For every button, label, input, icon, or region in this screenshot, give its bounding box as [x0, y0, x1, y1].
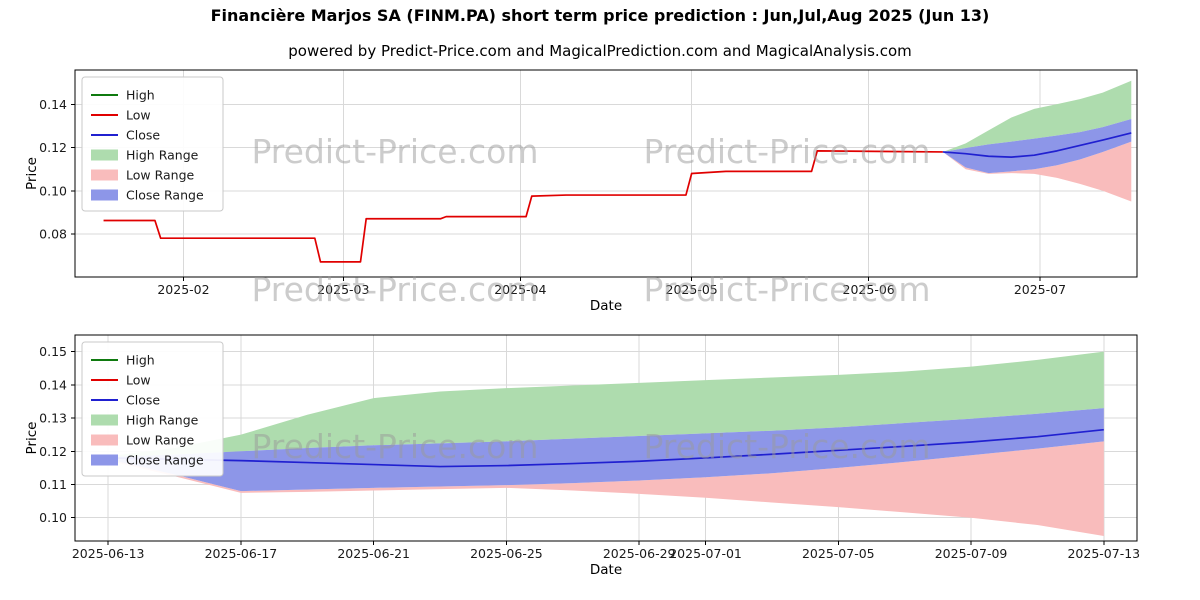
- watermark-text: Predict-Price.com: [251, 132, 538, 171]
- low-range-legend-swatch: [91, 169, 118, 181]
- prediction-zoom-chart: 2025-06-13 2025-06-17 2025-06-21 2025-06-25…: [24, 334, 1140, 578]
- x-tick-label: 2025-07-05: [802, 546, 875, 561]
- watermark-text: Predict-Price.com: [643, 132, 930, 171]
- x-tick-label: 2025-03: [317, 282, 369, 297]
- legend-label-low-range: Low Range: [126, 168, 195, 183]
- close-range-legend-swatch: [91, 454, 118, 466]
- y-axis-label: Price: [24, 157, 40, 190]
- low-line: [103, 150, 943, 263]
- plot-border: [74, 69, 1138, 278]
- close-range-band: [108, 408, 1104, 492]
- y-tick-label: 0.10: [39, 183, 67, 198]
- x-tick-label: 2025-06-25: [470, 546, 543, 561]
- x-tick-label: 2025-07-01: [669, 546, 742, 561]
- close-line: [108, 428, 1104, 468]
- legend-label-low: Low: [126, 373, 151, 388]
- watermark-text: Predict-Price.com: [643, 270, 930, 309]
- plot-border: [74, 334, 1138, 542]
- legend-label-high-range: High Range: [126, 148, 199, 163]
- watermark-text: Predict-Price.com: [251, 270, 538, 309]
- legend-label-close-range: Close Range: [126, 188, 204, 203]
- legend-label-low-range: Low Range: [126, 433, 195, 448]
- page-subtitle: powered by Predict-Price.com and Magical…: [288, 42, 912, 60]
- low-range-band: [108, 441, 1104, 537]
- watermark-text: Predict-Price.com: [251, 427, 538, 466]
- y-tick-label: 0.08: [39, 226, 67, 241]
- low-range-band: [942, 141, 1132, 202]
- x-tick-label: 2025-06: [843, 282, 895, 297]
- x-tick-label: 2025-07-13: [1067, 546, 1140, 561]
- x-tick-label: 2025-02: [157, 282, 209, 297]
- legend-label-high: High: [126, 88, 155, 103]
- y-tick-label: 0.15: [39, 344, 67, 359]
- x-tick-label: 2025-06-13: [72, 546, 145, 561]
- legend-label-low: Low: [126, 108, 151, 123]
- close-range-legend-swatch: [91, 189, 118, 201]
- low-range-legend-swatch: [91, 434, 118, 446]
- x-tick-label: 2025-06-29: [603, 546, 676, 561]
- high-range-band: [942, 80, 1132, 152]
- price-history-and-prediction-chart: 2025-02 2025-03 2025-04 2025-05 2025-06 2025-…: [24, 69, 1138, 314]
- y-tick-label: 0.14: [39, 377, 67, 392]
- y-tick-label: 0.14: [39, 97, 67, 112]
- y-tick-label: 0.13: [39, 411, 67, 426]
- x-axis-label: Date: [590, 562, 622, 578]
- high-range-legend-swatch: [91, 149, 118, 161]
- x-axis-label: Date: [590, 298, 622, 314]
- high-range-legend-swatch: [91, 414, 118, 426]
- page-title: Financière Marjos SA (FINM.PA) short ter…: [210, 6, 990, 25]
- y-tick-label: 0.12: [39, 444, 67, 459]
- legend-label-close: Close: [126, 393, 160, 408]
- x-tick-label: 2025-07: [1014, 282, 1066, 297]
- close-line: [942, 132, 1132, 158]
- legend-label-high-range: High Range: [126, 413, 199, 428]
- x-tick-label: 2025-06-17: [205, 546, 278, 561]
- y-tick-label: 0.12: [39, 140, 67, 155]
- x-tick-label: 2025-05: [666, 282, 718, 297]
- y-tick-label: 0.10: [39, 510, 67, 525]
- legend-label-close-range: Close Range: [126, 453, 204, 468]
- watermark-text: Predict-Price.com: [643, 427, 930, 466]
- x-tick-label: 2025-04: [494, 282, 546, 297]
- x-tick-label: 2025-07-09: [935, 546, 1008, 561]
- y-tick-label: 0.11: [39, 477, 67, 492]
- legend-label-close: Close: [126, 128, 160, 143]
- x-tick-label: 2025-06-21: [337, 546, 410, 561]
- close-range-band: [942, 118, 1132, 174]
- y-axis-label: Price: [24, 422, 40, 455]
- high-range-band: [108, 351, 1104, 457]
- legend-label-high: High: [126, 353, 155, 368]
